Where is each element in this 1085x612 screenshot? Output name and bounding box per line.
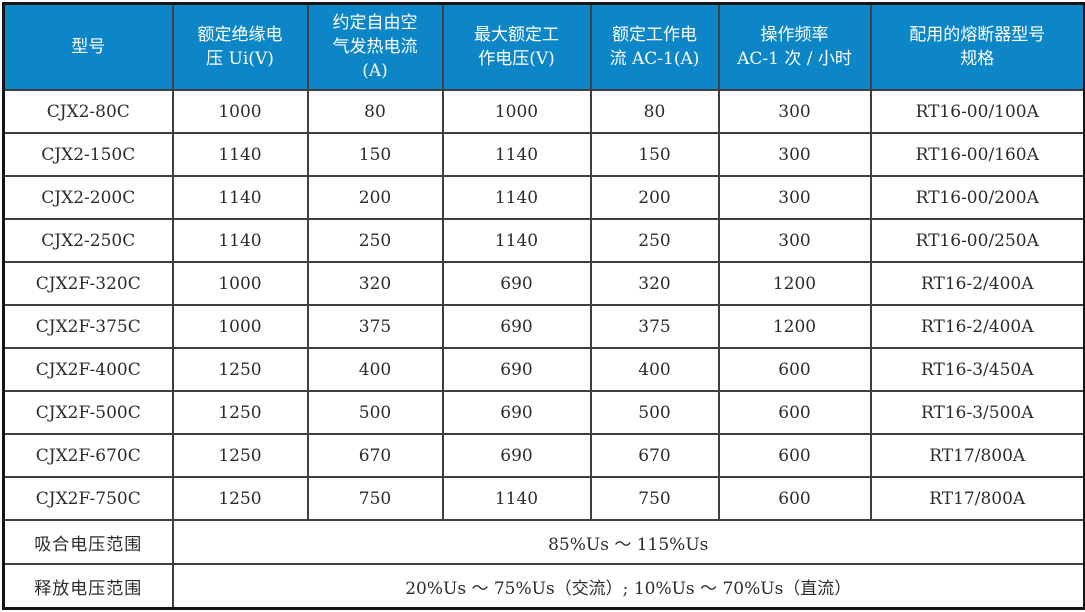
value-cell: 1140 [171,218,309,263]
table-row: CJX2-250C 1140 250 1140 250 300 RT16-00/250A [2,218,1085,263]
value-cell: 200 [306,175,444,220]
value-cell: 1140 [171,132,309,177]
column-header-thermal-current: 约定自由空 气发热电流 (A) [306,2,444,91]
value-cell: 1140 [171,175,309,220]
value-cell: 690 [441,347,592,392]
value-cell: RT16-00/100A [869,89,1085,134]
column-header-insulation-voltage: 额定绝缘电 压 Ui(V) [171,2,309,91]
value-cell: 1140 [441,476,592,521]
value-cell: 200 [589,175,720,220]
column-header-max-working-voltage: 最大额定工 作电压(V) [441,2,592,91]
model-cell: CJX2F-375C [2,304,174,349]
value-cell: RT16-2/400A [869,304,1085,349]
model-cell: CJX2F-400C [2,347,174,392]
value-cell: 400 [306,347,444,392]
value-cell: 1250 [171,433,309,478]
value-cell: 670 [306,433,444,478]
value-cell: 300 [717,218,872,263]
value-cell: 250 [589,218,720,263]
value-cell: RT16-3/500A [869,390,1085,435]
value-cell: RT16-00/200A [869,175,1085,220]
value-cell: 1140 [441,175,592,220]
model-cell: CJX2-150C [2,132,174,177]
value-cell: 150 [589,132,720,177]
column-header-model: 型号 [2,2,174,91]
value-cell: RT16-00/160A [869,132,1085,177]
value-cell: 1200 [717,261,872,306]
table-row: CJX2F-500C 1250 500 690 500 600 RT16-3/500A [2,390,1085,435]
model-cell: CJX2-200C [2,175,174,220]
value-cell: RT16-00/250A [869,218,1085,263]
value-cell: 1250 [171,476,309,521]
value-cell: 500 [306,390,444,435]
value-cell: 670 [589,433,720,478]
release-voltage-value: 20%Us ～ 75%Us（交流）; 10%Us ～ 70%Us（直流） [171,563,1085,610]
model-cell: CJX2F-670C [2,433,174,478]
value-cell: 600 [717,390,872,435]
value-cell: 300 [717,132,872,177]
model-cell: CJX2F-750C [2,476,174,521]
model-cell: CJX2F-320C [2,261,174,306]
value-cell: 300 [717,175,872,220]
value-cell: 150 [306,132,444,177]
release-voltage-label: 释放电压范围 [2,563,174,610]
header-row: 型号 额定绝缘电 压 Ui(V) 约定自由空 气发热电流 (A) 最大额定工 作… [2,2,1085,91]
table-row: CJX2-200C 1140 200 1140 200 300 RT16-00/200A [2,175,1085,220]
table-row: CJX2F-670C 1250 670 690 670 600 RT17/800A [2,433,1085,478]
value-cell: RT17/800A [869,476,1085,521]
release-voltage-row: 释放电压范围 20%Us ～ 75%Us（交流）; 10%Us ～ 70%Us（… [2,563,1085,610]
value-cell: RT16-3/450A [869,347,1085,392]
value-cell: 1140 [441,132,592,177]
value-cell: 320 [589,261,720,306]
table-row: CJX2F-400C 1250 400 690 400 600 RT16-3/450A [2,347,1085,392]
value-cell: 690 [441,261,592,306]
value-cell: 600 [717,433,872,478]
value-cell: 80 [306,89,444,134]
value-cell: 375 [589,304,720,349]
value-cell: 1140 [441,218,592,263]
value-cell: 600 [717,476,872,521]
value-cell: 690 [441,304,592,349]
value-cell: RT16-2/400A [869,261,1085,306]
value-cell: 1250 [171,390,309,435]
column-header-fuse-spec: 配用的熔断器型号 规格 [869,2,1085,91]
value-cell: 690 [441,390,592,435]
value-cell: 690 [441,433,592,478]
pickup-voltage-label: 吸合电压范围 [2,519,174,565]
value-cell: 1250 [171,347,309,392]
pickup-voltage-row: 吸合电压范围 85%Us ～ 115%Us [2,519,1085,565]
table-header: 型号 额定绝缘电 压 Ui(V) 约定自由空 气发热电流 (A) 最大额定工 作… [2,2,1085,91]
pickup-voltage-value: 85%Us ～ 115%Us [171,519,1085,565]
value-cell: 250 [306,218,444,263]
table-row: CJX2F-375C 1000 375 690 375 1200 RT16-2/400A [2,304,1085,349]
value-cell: 1000 [441,89,592,134]
table-row: CJX2-80C 1000 80 1000 80 300 RT16-00/100A [2,89,1085,134]
value-cell: 400 [589,347,720,392]
column-header-working-current: 额定工作电 流 AC-1(A) [589,2,720,91]
value-cell: 1000 [171,304,309,349]
model-cell: CJX2-250C [2,218,174,263]
value-cell: 320 [306,261,444,306]
model-cell: CJX2F-500C [2,390,174,435]
value-cell: 750 [306,476,444,521]
value-cell: 750 [589,476,720,521]
value-cell: 1000 [171,261,309,306]
table-row: CJX2F-320C 1000 320 690 320 1200 RT16-2/400A [2,261,1085,306]
value-cell: 300 [717,89,872,134]
value-cell: 500 [589,390,720,435]
table-row: CJX2F-750C 1250 750 1140 750 600 RT17/800A [2,476,1085,521]
model-cell: CJX2-80C [2,89,174,134]
table-row: CJX2-150C 1140 150 1140 150 300 RT16-00/160A [2,132,1085,177]
value-cell: RT17/800A [869,433,1085,478]
value-cell: 375 [306,304,444,349]
table-footer: 吸合电压范围 85%Us ～ 115%Us 释放电压范围 20%Us ～ 75%… [2,519,1085,610]
value-cell: 80 [589,89,720,134]
table-body: CJX2-80C 1000 80 1000 80 300 RT16-00/100A CJX2-… [2,89,1085,521]
value-cell: 1200 [717,304,872,349]
column-header-operating-frequency: 操作频率 AC-1 次 / 小时 [717,2,872,91]
value-cell: 1000 [171,89,309,134]
value-cell: 600 [717,347,872,392]
